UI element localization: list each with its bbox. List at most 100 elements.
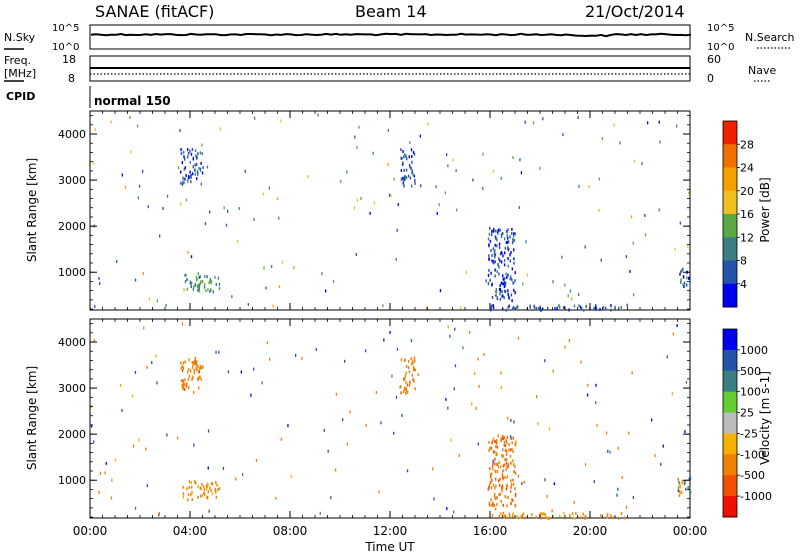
power-echo-cell [194,283,197,287]
velocity-echo-cell [531,513,533,517]
velocity-echo-cell [315,348,317,351]
power-echo-cell [618,306,620,310]
velocity-echo-cell [500,386,502,389]
velocity-xtick-label: 12:00 [373,524,408,538]
velocity-echo-cell [684,480,686,484]
power-echo-cell [593,306,595,310]
power-echo-cell [180,181,182,185]
velocity-echo-cell [207,429,210,433]
velocity-echo-cell [522,512,525,516]
velocity-echo-cell [383,338,385,342]
velocity-echo-cell [182,387,184,391]
velocity-echo-cell [194,358,196,362]
velocity-echo-cell [689,490,692,494]
power-echo-cell [321,272,323,276]
velocity-echo-cell [491,478,493,482]
velocity-echo-cell [500,465,502,469]
power-echo-cell [439,289,442,293]
velocity-echo-cell [502,511,505,515]
velocity-echo-cell [505,453,508,456]
power-echo-cell [465,270,467,274]
power-echo-cell [187,148,189,152]
power-echo-cell [247,303,249,306]
velocity-xtick-label: 08:00 [273,524,308,538]
velocity-echo-cell [477,442,479,446]
velocity-echo-cell [512,450,514,454]
power-echo-cell [497,263,499,267]
power-echo-cell [196,170,199,174]
velocity-echo-cell [146,484,148,488]
velocity-echo-cell [546,516,549,520]
velocity-echo-cell [330,496,332,500]
power-echo-cell [402,150,404,153]
velocity-echo-cell [571,512,574,516]
power-echo-cell [444,191,446,195]
velocity-echo-cell [151,361,153,365]
velocity-echo-cell [196,368,198,372]
power-echo-cell [507,264,509,268]
velocity-echo-cell [188,358,190,362]
power-echo-cell [190,285,192,289]
power-echo-cell [201,152,203,156]
velocity-echo-cell [217,488,219,492]
velocity-echo-cell [616,493,618,497]
velocity-echo-cell [494,495,496,499]
velocity-echo-cell [406,469,409,473]
power-echo-cell [446,153,448,157]
power-echo-cell [397,203,399,207]
power-echo-cell [513,234,515,238]
power-echo-cell [496,295,498,299]
power-echo-cell [184,273,186,277]
velocity-echo-cell [506,483,508,487]
velocity-colorbar-label: Velocity [m s-1] [758,371,772,465]
power-echo-cell [281,260,284,264]
velocity-echo-cell [651,418,653,422]
power-echo-cell [511,227,513,231]
velocity-echo-cell [114,458,117,462]
power-echo-cell [186,278,188,282]
power-echo-cell [121,173,123,177]
velocity-echo-cell [628,431,630,435]
velocity-echo-cell [600,513,602,517]
power-echo-cell [542,117,544,121]
velocity-echo-cell [206,485,209,489]
nave-tick-bottom: 0 [707,72,714,85]
power-echo-cell [354,135,356,139]
power-echo-cell [186,287,188,291]
velocity-echo-cell [551,509,553,513]
power-echo-cell [187,155,189,159]
power-echo-cell [196,155,198,159]
power-echo-cell [567,294,569,298]
velocity-echo-cell [544,359,546,363]
power-echo-cell [427,122,429,126]
velocity-echo-cell [195,367,197,370]
velocity-echo-cell [203,488,206,492]
velocity-echo-cell [194,362,196,366]
velocity-echo-cell [623,516,626,520]
velocity-echo-cell [494,457,496,461]
velocity-echo-cell [327,449,329,453]
velocity-echo-cell [187,377,190,381]
power-echo-cell [613,123,615,127]
power-echo-cell [138,184,141,188]
velocity-echo-cell [508,448,510,452]
velocity-echo-cell [494,469,496,473]
power-echo-cell [506,229,508,233]
velocity-echo-cell [235,477,237,481]
velocity-echo-cell [134,370,137,374]
velocity-colorbar-segment [723,329,737,351]
velocity-echo-cell [187,493,190,497]
power-echo-cell [525,240,527,244]
velocity-echo-cell [180,366,182,370]
velocity-echo-cell [490,486,493,490]
power-echo-cell [455,169,457,173]
power-echo-cell [413,152,416,156]
power-echo-cell [491,253,493,257]
velocity-echo-cell [501,472,504,476]
power-echo-cell [689,280,691,284]
power-colorbar-tick-label: 24 [740,162,754,175]
power-echo-cell [191,148,194,151]
power-echo-cell [98,277,100,280]
power-ytick-label: 4000 [58,128,86,141]
velocity-echo-cell [121,409,123,412]
